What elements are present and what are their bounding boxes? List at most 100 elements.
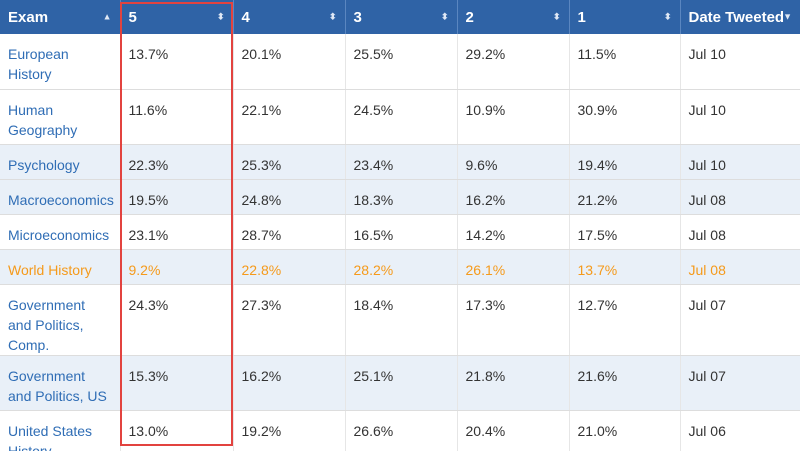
sort-both-icon: ⬍ bbox=[552, 11, 561, 22]
table-row: Human Geography 11.6% 22.1% 24.5% 10.9% … bbox=[0, 89, 800, 145]
date-tweeted-cell: Jul 10 bbox=[680, 144, 800, 180]
score-2-cell: 26.1% bbox=[457, 249, 570, 285]
table-row: World History 9.2% 22.8% 28.2% 26.1% 13.… bbox=[0, 249, 800, 285]
table-row: United States History 13.0% 19.2% 26.6% … bbox=[0, 410, 800, 451]
exam-link[interactable]: World History bbox=[8, 261, 92, 278]
column-header-label: Date Tweeted bbox=[688, 8, 785, 26]
column-header-score-2[interactable]: 2 ⬍ bbox=[457, 0, 570, 34]
score-5-cell: 15.3% bbox=[120, 355, 234, 411]
score-5-cell: 22.3% bbox=[120, 144, 234, 180]
score-5-cell: 24.3% bbox=[120, 284, 234, 356]
score-1-cell: 30.9% bbox=[569, 89, 681, 145]
exam-link[interactable]: United States History bbox=[8, 422, 93, 451]
score-3-cell: 28.2% bbox=[345, 249, 458, 285]
date-tweeted-cell: Jul 08 bbox=[680, 249, 800, 285]
column-header-label: Exam bbox=[8, 8, 49, 26]
score-4-cell: 20.1% bbox=[233, 34, 346, 90]
exam-cell: European History bbox=[0, 34, 121, 90]
score-1-cell: 12.7% bbox=[569, 284, 681, 356]
exam-link[interactable]: European History bbox=[8, 46, 69, 82]
score-3-cell: 18.3% bbox=[345, 179, 458, 215]
score-4-cell: 22.1% bbox=[233, 89, 346, 145]
score-5-cell: 9.2% bbox=[120, 249, 234, 285]
score-2-cell: 16.2% bbox=[457, 179, 570, 215]
score-2-cell: 20.4% bbox=[457, 410, 570, 451]
score-5-cell: 13.7% bbox=[120, 34, 234, 90]
score-2-cell: 21.8% bbox=[457, 355, 570, 411]
column-header-score-5[interactable]: 5 ⬍ bbox=[120, 0, 234, 34]
score-1-cell: 13.7% bbox=[569, 249, 681, 285]
score-2-cell: 29.2% bbox=[457, 34, 570, 90]
exam-link[interactable]: Macroeconomics bbox=[8, 191, 114, 208]
score-1-cell: 11.5% bbox=[569, 34, 681, 90]
column-header-label: 3 bbox=[353, 8, 362, 26]
score-4-cell: 25.3% bbox=[233, 144, 346, 180]
score-3-cell: 26.6% bbox=[345, 410, 458, 451]
exam-link[interactable]: Government and Politics, US bbox=[8, 367, 107, 404]
score-1-cell: 21.2% bbox=[569, 179, 681, 215]
sort-up-icon: ▲ bbox=[102, 11, 112, 22]
exam-cell: Government and Politics, US bbox=[0, 355, 121, 411]
score-3-cell: 25.1% bbox=[345, 355, 458, 411]
score-5-cell: 23.1% bbox=[120, 214, 234, 250]
column-header-score-1[interactable]: 1 ⬍ bbox=[569, 0, 681, 34]
column-header-label: 1 bbox=[577, 8, 586, 26]
table-row: Microeconomics 23.1% 28.7% 16.5% 14.2% 1… bbox=[0, 214, 800, 250]
score-2-cell: 9.6% bbox=[457, 144, 570, 180]
exam-cell: Psychology bbox=[0, 144, 121, 180]
column-header-date-tweeted[interactable]: Date Tweeted ▼ bbox=[680, 0, 800, 34]
score-4-cell: 24.8% bbox=[233, 179, 346, 215]
column-header-exam[interactable]: Exam ▲ bbox=[0, 0, 121, 34]
sort-both-icon: ⬍ bbox=[440, 11, 449, 22]
sort-both-icon: ⬍ bbox=[663, 11, 672, 22]
score-3-cell: 16.5% bbox=[345, 214, 458, 250]
exam-link[interactable]: Psychology bbox=[8, 156, 80, 173]
exam-cell: Government and Politics, Comp. bbox=[0, 284, 121, 356]
score-1-cell: 17.5% bbox=[569, 214, 681, 250]
date-tweeted-cell: Jul 07 bbox=[680, 355, 800, 411]
column-header-score-4[interactable]: 4 ⬍ bbox=[233, 0, 346, 34]
exam-cell: Human Geography bbox=[0, 89, 121, 145]
date-tweeted-cell: Jul 10 bbox=[680, 34, 800, 90]
exam-link[interactable]: Microeconomics bbox=[8, 226, 110, 243]
score-3-cell: 24.5% bbox=[345, 89, 458, 145]
column-header-label: 4 bbox=[241, 8, 250, 26]
score-3-cell: 23.4% bbox=[345, 144, 458, 180]
table-row: Psychology 22.3% 25.3% 23.4% 9.6% 19.4% … bbox=[0, 144, 800, 180]
table-row: Government and Politics, Comp. 24.3% 27.… bbox=[0, 284, 800, 356]
score-1-cell: 21.6% bbox=[569, 355, 681, 411]
date-tweeted-cell: Jul 08 bbox=[680, 179, 800, 215]
score-1-cell: 19.4% bbox=[569, 144, 681, 180]
score-4-cell: 16.2% bbox=[233, 355, 346, 411]
date-tweeted-cell: Jul 08 bbox=[680, 214, 800, 250]
table-row: Government and Politics, US 15.3% 16.2% … bbox=[0, 355, 800, 411]
score-5-cell: 13.0% bbox=[120, 410, 234, 451]
column-header-label: 5 bbox=[128, 8, 137, 26]
exam-cell: World History bbox=[0, 249, 121, 285]
date-tweeted-cell: Jul 06 bbox=[680, 410, 800, 451]
exam-link[interactable]: Human Geography bbox=[8, 101, 78, 138]
exam-cell: Macroeconomics bbox=[0, 179, 121, 215]
score-4-cell: 22.8% bbox=[233, 249, 346, 285]
sort-down-icon: ▼ bbox=[783, 11, 792, 22]
score-2-cell: 17.3% bbox=[457, 284, 570, 356]
sort-both-icon: ⬍ bbox=[328, 11, 337, 22]
score-2-cell: 14.2% bbox=[457, 214, 570, 250]
exam-cell: United States History bbox=[0, 410, 121, 451]
sort-both-icon: ⬍ bbox=[216, 11, 225, 22]
exam-link[interactable]: Government and Politics, Comp. bbox=[8, 296, 86, 353]
column-header-label: 2 bbox=[465, 8, 474, 26]
score-4-cell: 27.3% bbox=[233, 284, 346, 356]
date-tweeted-cell: Jul 07 bbox=[680, 284, 800, 356]
score-4-cell: 28.7% bbox=[233, 214, 346, 250]
score-3-cell: 18.4% bbox=[345, 284, 458, 356]
table-row: European History 13.7% 20.1% 25.5% 29.2%… bbox=[0, 34, 800, 90]
table-header-row: Exam ▲ 5 ⬍ 4 ⬍ 3 ⬍ 2 ⬍ bbox=[0, 0, 800, 34]
score-2-cell: 10.9% bbox=[457, 89, 570, 145]
score-5-cell: 19.5% bbox=[120, 179, 234, 215]
score-1-cell: 21.0% bbox=[569, 410, 681, 451]
date-tweeted-cell: Jul 10 bbox=[680, 89, 800, 145]
column-header-score-3[interactable]: 3 ⬍ bbox=[345, 0, 458, 34]
